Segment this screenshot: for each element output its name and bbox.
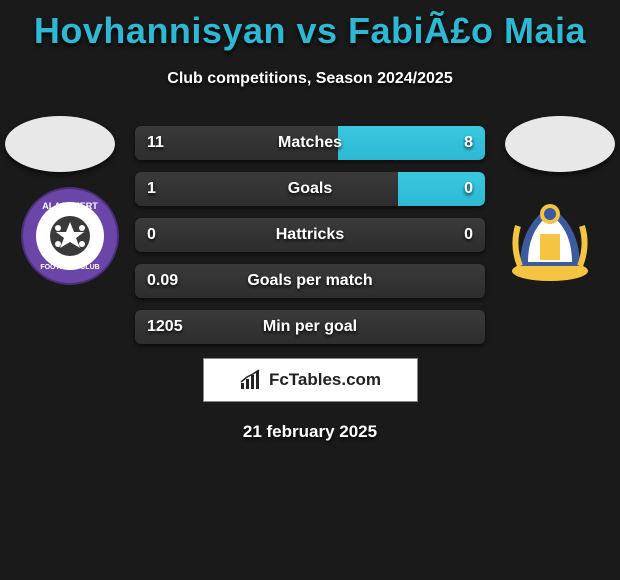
stat-label: Matches: [135, 126, 485, 160]
chart-icon: [239, 369, 263, 391]
stat-value-left: 1205: [147, 310, 183, 344]
subtitle: Club competitions, Season 2024/2025: [0, 70, 620, 88]
player-right-avatar: [505, 116, 615, 172]
club-right-logo: [500, 186, 600, 286]
stat-row: Goals per match0.09: [135, 264, 485, 298]
stat-row: Hattricks0 0: [135, 218, 485, 252]
club-left-logo: ALASHKERT FOOTBALL CLUB: [20, 186, 120, 286]
brand-label: FcTables.com: [269, 370, 381, 390]
stat-value-left: 0: [147, 218, 156, 252]
stat-value-right: 8: [464, 126, 473, 160]
stat-value-left: 1: [147, 172, 156, 206]
stat-value-right: 0: [464, 218, 473, 252]
stat-value-left: 11: [147, 126, 164, 160]
player-left-avatar: [5, 116, 115, 172]
stat-value-left: 0.09: [147, 264, 178, 298]
stat-label: Hattricks: [135, 218, 485, 252]
stat-label: Min per goal: [135, 310, 485, 344]
stat-value-right: 0: [464, 172, 473, 206]
date-label: 21 february 2025: [0, 422, 620, 442]
stat-row: Matches11 8: [135, 126, 485, 160]
stat-row: Goals1 0: [135, 172, 485, 206]
stat-bars: Matches118Goals10Hattricks00Goals per ma…: [135, 126, 485, 344]
brand-box[interactable]: FcTables.com: [203, 358, 418, 402]
stat-row: Min per goal1205: [135, 310, 485, 344]
page-title: Hovhannisyan vs FabiÃ£o Maia: [0, 0, 620, 52]
svg-text:ALASHKERT: ALASHKERT: [42, 201, 98, 211]
stat-label: Goals per match: [135, 264, 485, 298]
comparison-panel: ALASHKERT FOOTBALL CLUB Matches118Goals1…: [0, 126, 620, 442]
stat-label: Goals: [135, 172, 485, 206]
svg-text:FOOTBALL CLUB: FOOTBALL CLUB: [40, 264, 99, 271]
